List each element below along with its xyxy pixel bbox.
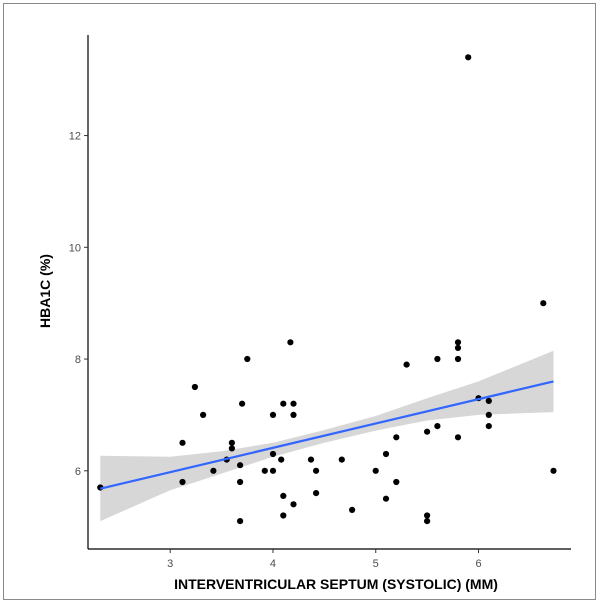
data-point xyxy=(454,355,462,363)
data-point xyxy=(338,456,345,463)
data-point xyxy=(485,423,492,430)
data-point xyxy=(237,478,244,486)
data-point xyxy=(434,423,441,430)
data-point xyxy=(179,439,186,446)
data-point xyxy=(228,439,235,446)
points-layer xyxy=(97,54,557,525)
data-point xyxy=(200,411,207,418)
data-point xyxy=(269,467,277,474)
data-point xyxy=(307,456,315,463)
data-point xyxy=(290,400,297,407)
data-point xyxy=(434,355,441,363)
data-point xyxy=(485,397,492,404)
x-tick-label: 3 xyxy=(167,558,173,570)
data-point xyxy=(278,456,285,463)
scatter-chart: 3 4 5 6 6 8 10 12 HBA1C (%) INTERVENTRICULAR SE… xyxy=(37,35,571,592)
data-point xyxy=(393,478,400,486)
data-point xyxy=(228,445,235,452)
data-point xyxy=(424,518,431,525)
data-point xyxy=(261,467,268,474)
x-tick-label: 4 xyxy=(270,558,276,570)
data-point xyxy=(424,512,431,519)
data-point xyxy=(465,54,472,61)
x-axis-title: INTERVENTRICULAR SEPTUM (SYSTOLIC) (MM) xyxy=(174,576,498,592)
data-point xyxy=(540,300,547,307)
regression-line xyxy=(100,380,554,490)
data-point xyxy=(485,411,492,418)
x-tick-label: 6 xyxy=(475,558,481,570)
data-point xyxy=(269,411,277,418)
data-point xyxy=(382,450,390,458)
data-point xyxy=(290,501,297,508)
data-point xyxy=(280,400,287,407)
data-point xyxy=(454,434,462,441)
data-point xyxy=(287,339,294,346)
data-point xyxy=(179,478,186,486)
y-axis-title: HBA1C (%) xyxy=(37,254,53,328)
x-tick-label: 5 xyxy=(373,558,379,570)
data-point xyxy=(313,490,320,497)
data-point xyxy=(244,355,251,363)
data-point xyxy=(290,411,297,418)
fit-line-layer xyxy=(100,380,554,490)
data-point xyxy=(454,339,462,346)
data-point xyxy=(403,361,410,368)
data-point xyxy=(372,467,379,474)
axes-layer: 3 4 5 6 6 8 10 12 xyxy=(69,35,571,570)
data-point xyxy=(393,434,400,441)
data-point xyxy=(424,428,431,435)
y-tick-label: 12 xyxy=(69,131,81,143)
data-point xyxy=(280,512,287,519)
data-point xyxy=(550,467,557,474)
data-point xyxy=(237,518,244,525)
figure-frame: 3 4 5 6 6 8 10 12 HBA1C (%) INTERVENTRICULAR SE… xyxy=(3,3,596,600)
data-point xyxy=(239,400,246,407)
data-point xyxy=(382,495,390,502)
y-tick-label: 8 xyxy=(75,354,81,366)
y-tick-label: 10 xyxy=(69,242,81,254)
data-point xyxy=(313,467,320,474)
y-tick-label: 6 xyxy=(75,466,81,478)
data-point xyxy=(349,506,356,513)
data-point xyxy=(210,467,217,474)
data-point xyxy=(454,344,462,351)
data-point xyxy=(191,383,198,391)
data-point xyxy=(237,462,244,469)
data-point xyxy=(269,450,277,458)
data-point xyxy=(280,492,287,499)
